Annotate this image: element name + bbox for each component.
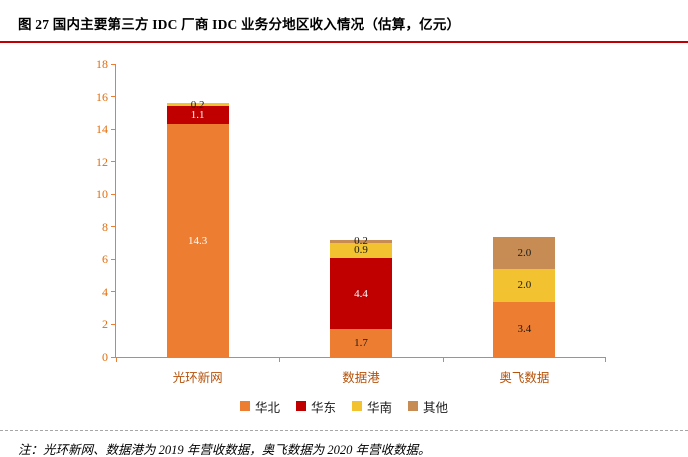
figure-title: 图 27 国内主要第三方 IDC 厂商 IDC 业务分地区收入情况（估算，亿元） — [0, 0, 688, 43]
data-label-2-0: 3.4 — [517, 323, 532, 336]
bar-segment-1-0 — [330, 329, 392, 357]
y-axis-tick-label: 10 — [96, 187, 108, 202]
bar-segment-2-2 — [493, 269, 556, 302]
stacked-bar-chart: 0 2 4 6 8 10 12 14 16 18 14.3 1.1 0.2 光环新网 1.7 4.4 0.9 0.… — [0, 43, 688, 385]
legend-item-1: 华东 — [295, 397, 336, 416]
bar-segment-0-2 — [166, 103, 229, 107]
y-axis-tick-mark — [111, 226, 116, 228]
legend-swatch-icon — [408, 401, 419, 411]
data-label-1-3: 0.2 — [354, 235, 368, 248]
legend-swatch-icon — [295, 401, 306, 411]
y-axis-tick-mark — [111, 258, 116, 260]
data-label-2-3: 2.0 — [517, 246, 532, 259]
bar-segment-2-0 — [493, 301, 556, 357]
bar-segment-0-0 — [166, 124, 229, 357]
y-axis-tick-label: 4 — [102, 284, 108, 299]
chart-legend: 华北 华东 华南 其他 — [0, 397, 688, 415]
legend-label: 华北 — [254, 400, 280, 415]
legend-swatch-icon — [239, 401, 250, 411]
data-label-1-2: 0.9 — [354, 244, 368, 257]
y-axis-tick-mark — [111, 128, 116, 130]
source-note: 注：光环新网、数据港为 2019 年营收数据，奥飞数据为 2020 年营收数据。 — [18, 443, 431, 457]
legend-label: 其他 — [423, 400, 449, 415]
legend-label: 华东 — [310, 400, 336, 415]
data-label-2-2: 2.0 — [517, 279, 532, 292]
y-axis-tick-label: 12 — [96, 154, 108, 169]
x-axis-category-label: 数据港 — [342, 371, 380, 385]
y-axis-tick-mark — [111, 291, 116, 293]
data-label-1-1: 4.4 — [354, 287, 368, 300]
note-separator — [0, 430, 688, 431]
plot-area: 0 2 4 6 8 10 12 14 16 18 14.3 1.1 0.2 光环新网 1.7 4.4 0.9 0.… — [96, 57, 606, 385]
y-axis-tick-label: 18 — [96, 57, 108, 71]
y-axis-tick-label: 2 — [102, 317, 108, 332]
legend-item-0: 华北 — [239, 397, 280, 416]
bar-segment-1-3 — [330, 239, 392, 244]
x-axis-tick-mark — [116, 357, 117, 362]
x-axis-tick-mark — [279, 357, 281, 362]
y-axis-tick-mark — [111, 356, 116, 358]
data-label-1-0: 1.7 — [354, 337, 368, 350]
data-label-0-0: 14.3 — [188, 234, 208, 247]
legend-swatch-icon — [352, 401, 362, 411]
x-axis-tick-mark — [442, 357, 444, 362]
legend-item-3: 其他 — [408, 397, 448, 416]
y-axis-tick-label: 14 — [96, 122, 108, 137]
legend-item-2: 华南 — [352, 397, 392, 416]
data-label-0-1: 1.1 — [190, 109, 205, 122]
y-axis-tick-label: 6 — [102, 252, 108, 267]
y-axis-tick-label: 8 — [102, 219, 108, 234]
x-axis-category-label: 奥飞数据 — [499, 371, 550, 385]
x-axis-category-label: 光环新网 — [172, 371, 223, 385]
y-axis-tick-mark — [111, 161, 116, 163]
y-axis-tick-mark — [111, 63, 116, 65]
legend-label: 华南 — [367, 400, 393, 415]
y-axis-tick-mark — [111, 323, 116, 325]
bar-segment-1-1 — [330, 257, 392, 330]
y-axis-tick-label: 16 — [96, 89, 108, 104]
data-label-0-2: 0.2 — [190, 98, 205, 111]
bar-segment-2-3 — [493, 236, 556, 270]
bar-segment-1-2 — [330, 243, 392, 258]
x-axis-tick-mark — [605, 357, 606, 362]
y-axis-tick-label: 0 — [102, 350, 108, 364]
y-axis-tick-mark — [111, 96, 116, 98]
bar-segment-0-1 — [166, 106, 229, 125]
y-axis-tick-mark — [111, 193, 116, 195]
